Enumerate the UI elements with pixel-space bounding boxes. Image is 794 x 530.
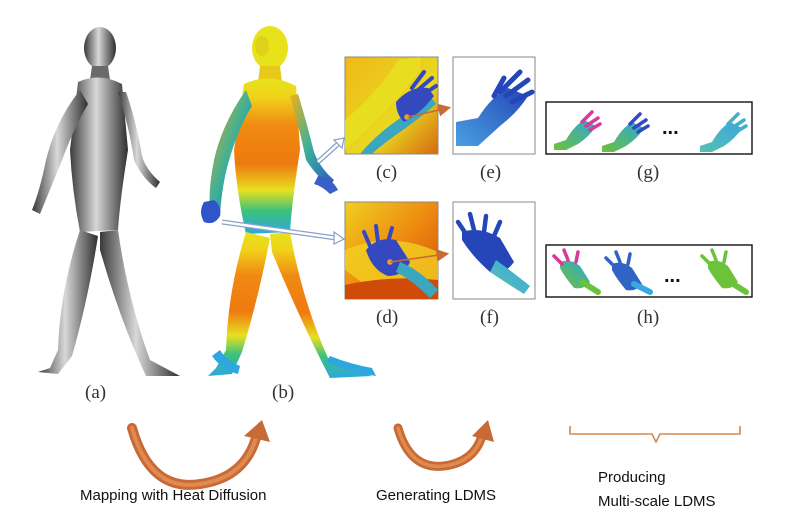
multiscale-strip-g: ... (545, 101, 753, 155)
ldms-hand-g2 (602, 112, 650, 152)
label-e: (e) (480, 162, 501, 183)
ellipsis-top: ... (662, 117, 679, 139)
ldms-hand-h2 (604, 250, 653, 295)
ldms-hand-h3 (700, 248, 749, 295)
zoom-panel-c (344, 56, 439, 155)
ldms-hand-g3 (700, 112, 748, 152)
hollow-arrow-top (316, 137, 345, 164)
connector-d-to-f (389, 249, 450, 263)
multiscale-strip-h: ... (545, 244, 753, 298)
ldms-hand-g1 (554, 110, 602, 150)
ldms-hand-h1 (552, 248, 601, 295)
curved-arrow-mapping (127, 420, 270, 490)
heat-body-figure (201, 26, 376, 378)
label-b: (b) (272, 382, 294, 403)
label-d: (d) (376, 307, 398, 328)
connector-c-to-e (407, 103, 452, 118)
hand-panel-f (452, 201, 536, 300)
curved-arrow-generating (393, 420, 494, 471)
hand-panel-e (452, 56, 536, 155)
caption-producing-line1: Producing (598, 469, 666, 486)
label-c: (c) (376, 162, 397, 183)
label-g: (g) (637, 162, 659, 183)
grey-body-figure (32, 27, 180, 376)
caption-mapping: Mapping with Heat Diffusion (80, 487, 267, 504)
ellipsis-bottom: ... (664, 265, 681, 287)
caption-generating: Generating LDMS (376, 487, 496, 504)
label-a: (a) (85, 382, 106, 403)
label-f: (f) (480, 307, 499, 328)
caption-producing-line2: Multi-scale LDMS (598, 493, 716, 510)
curly-brace (569, 426, 741, 444)
hollow-arrow-bottom (221, 219, 346, 245)
label-h: (h) (637, 307, 659, 328)
zoom-panel-d (344, 201, 439, 300)
